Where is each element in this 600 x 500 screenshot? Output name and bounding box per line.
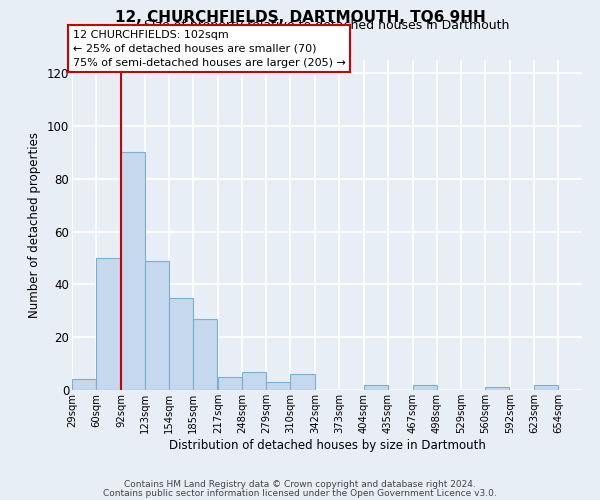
Text: 12 CHURCHFIELDS: 102sqm
← 25% of detached houses are smaller (70)
75% of semi-de: 12 CHURCHFIELDS: 102sqm ← 25% of detache… — [73, 30, 346, 68]
Bar — [193, 318, 217, 390]
Bar — [290, 374, 314, 390]
Title: Size of property relative to detached houses in Dartmouth: Size of property relative to detached ho… — [145, 20, 509, 32]
Bar — [364, 384, 388, 390]
Bar — [242, 372, 266, 390]
Bar — [121, 152, 145, 390]
Text: 12, CHURCHFIELDS, DARTMOUTH, TQ6 9HH: 12, CHURCHFIELDS, DARTMOUTH, TQ6 9HH — [115, 10, 485, 25]
Bar — [145, 260, 169, 390]
Bar — [266, 382, 290, 390]
Bar — [485, 388, 509, 390]
Bar — [169, 298, 193, 390]
X-axis label: Distribution of detached houses by size in Dartmouth: Distribution of detached houses by size … — [169, 438, 485, 452]
Bar — [218, 377, 242, 390]
Text: Contains public sector information licensed under the Open Government Licence v3: Contains public sector information licen… — [103, 489, 497, 498]
Bar — [534, 384, 558, 390]
Text: Contains HM Land Registry data © Crown copyright and database right 2024.: Contains HM Land Registry data © Crown c… — [124, 480, 476, 489]
Bar — [96, 258, 120, 390]
Bar — [413, 384, 437, 390]
Y-axis label: Number of detached properties: Number of detached properties — [28, 132, 41, 318]
Bar — [72, 380, 96, 390]
